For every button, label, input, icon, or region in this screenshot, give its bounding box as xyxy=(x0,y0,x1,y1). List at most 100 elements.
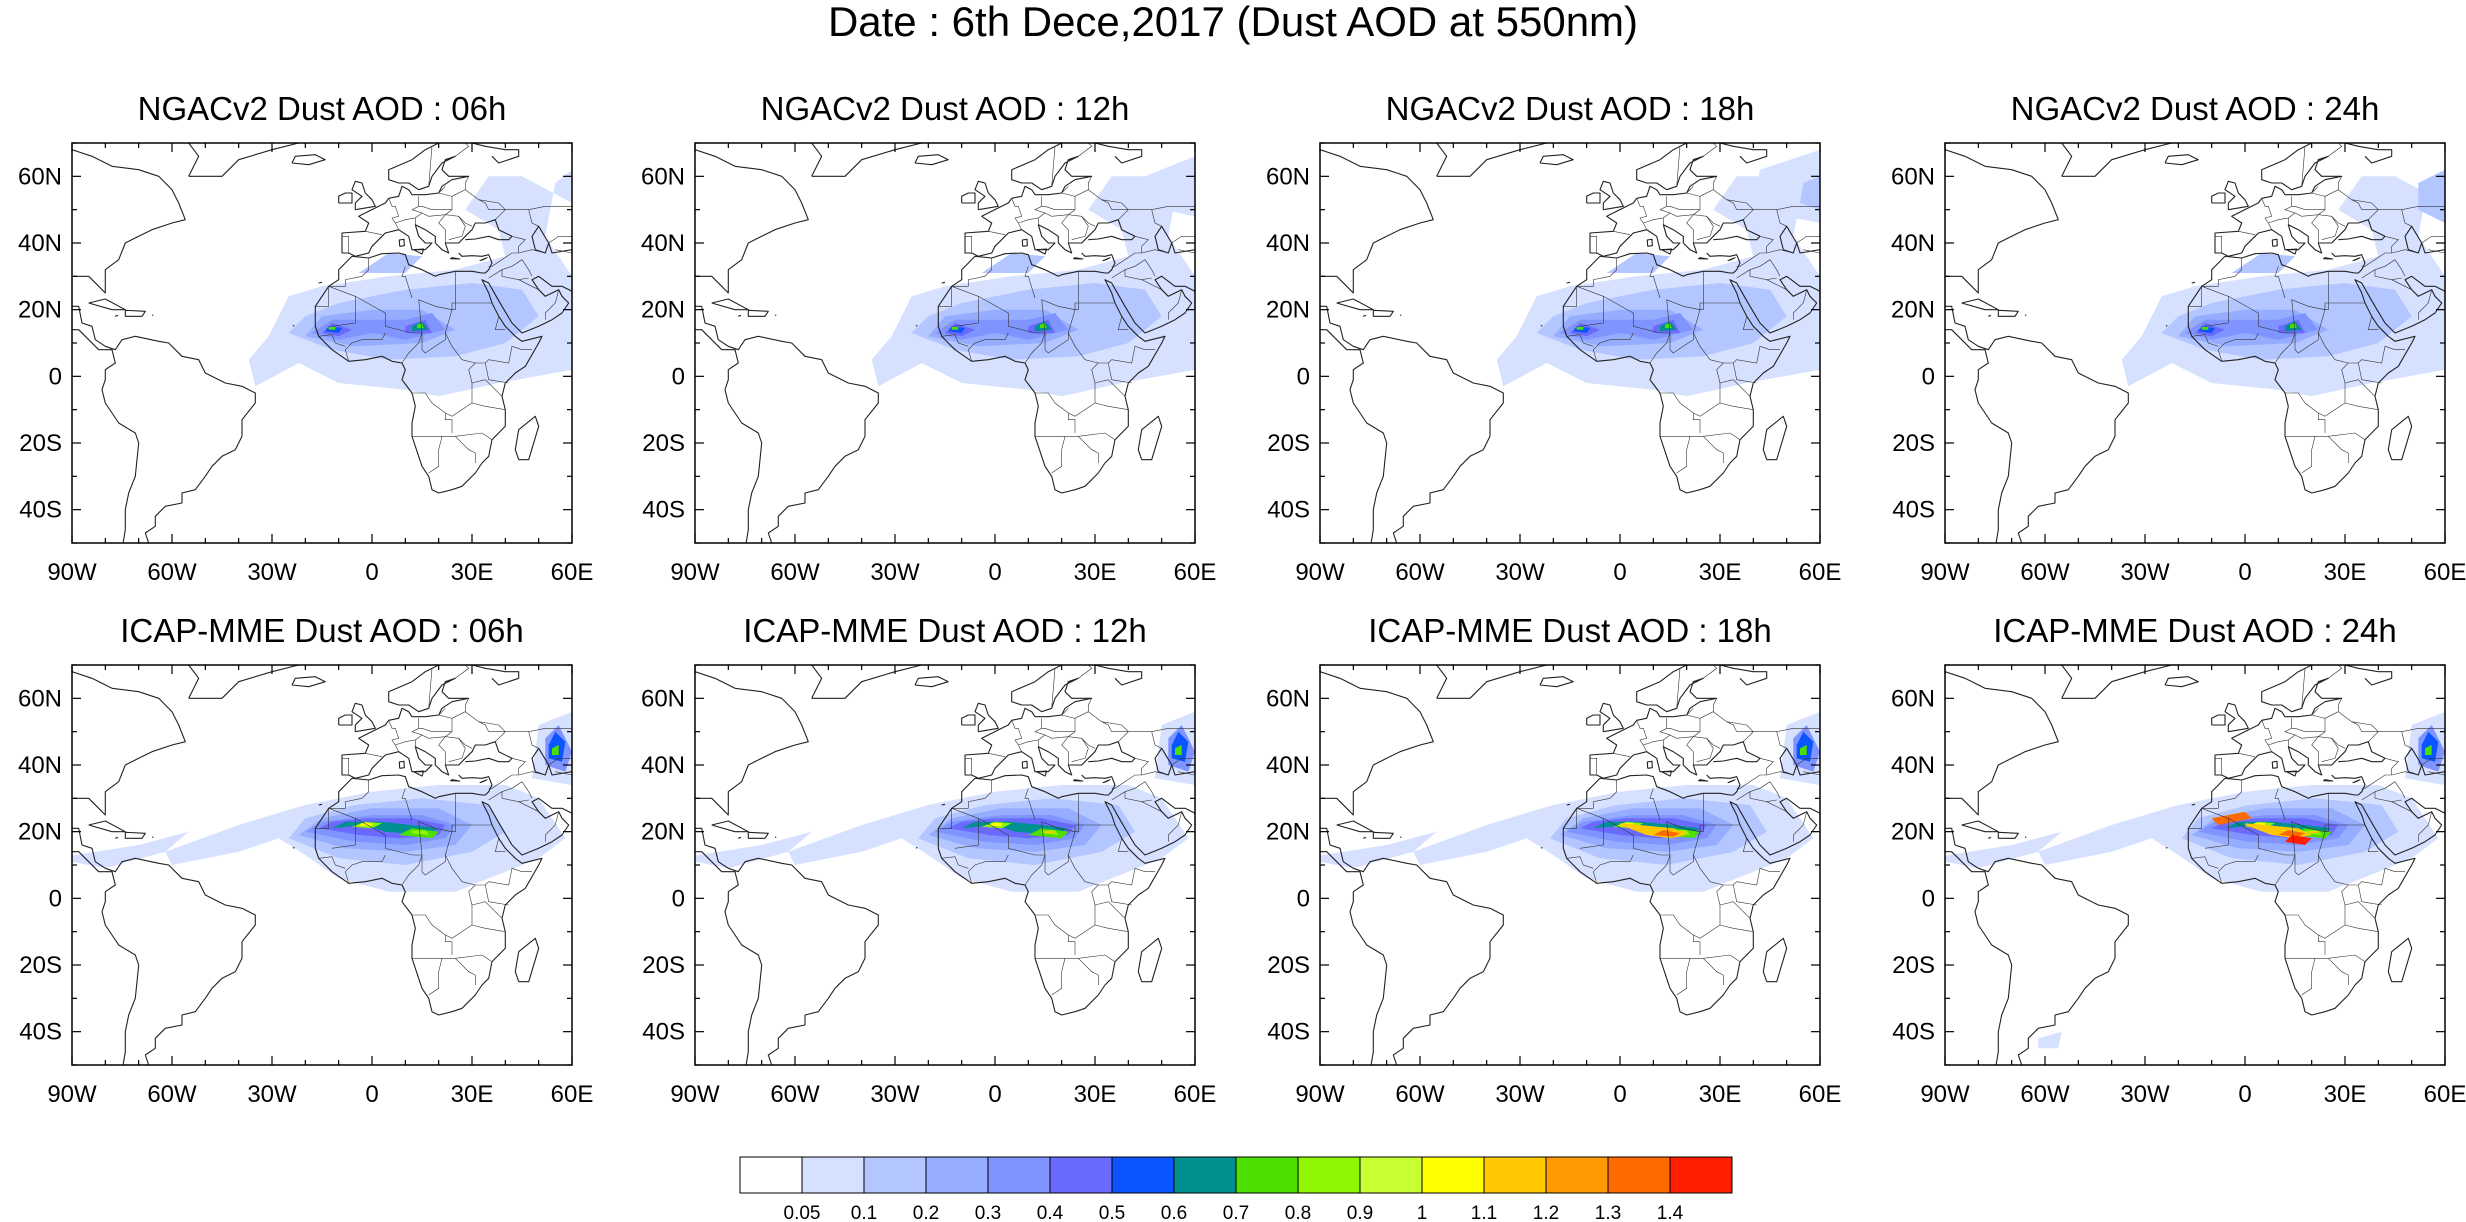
dust-aod-field xyxy=(1320,831,1437,869)
country-border xyxy=(1141,279,1162,290)
dust-aod-field xyxy=(2285,835,2312,845)
country-border xyxy=(451,176,469,197)
country-border xyxy=(355,818,492,856)
coastline xyxy=(1713,235,1761,241)
country-border xyxy=(2238,231,2256,235)
coastline xyxy=(72,827,256,1065)
dust-aod-field xyxy=(1040,323,1047,328)
coastline xyxy=(695,665,809,816)
coastline xyxy=(2164,154,2199,166)
country-border xyxy=(465,189,506,220)
coastline xyxy=(915,324,918,327)
country-border xyxy=(491,824,506,852)
country-border xyxy=(438,186,446,194)
colorbar-swatch xyxy=(801,1156,865,1194)
country-border xyxy=(412,954,493,962)
country-border xyxy=(518,279,539,290)
country-border xyxy=(1699,698,1717,719)
coastline xyxy=(115,836,119,839)
country-border xyxy=(318,334,346,347)
colorbar-label: 0.3 xyxy=(975,1203,1001,1222)
map-panel-icap-06: 60N 40N 20N 0 20S 40S 90W 60W 30W 0 30E 60E xyxy=(18,664,593,1108)
coastline xyxy=(291,154,326,166)
country-border xyxy=(2384,758,2399,775)
coastline xyxy=(1599,252,1731,277)
country-border xyxy=(2274,854,2296,886)
country-border xyxy=(1141,249,1169,254)
coastline xyxy=(738,314,742,317)
coastline xyxy=(458,252,493,274)
country-border xyxy=(1699,176,1717,197)
coastline xyxy=(2387,937,2413,983)
country-border xyxy=(1035,884,1099,939)
country-border xyxy=(1669,855,1694,876)
country-border xyxy=(978,296,1115,334)
coastline xyxy=(450,257,461,260)
lat-tick-label: 40S xyxy=(1267,1019,1310,1046)
coastline xyxy=(1102,257,1111,262)
country-border xyxy=(1736,791,1777,803)
country-border xyxy=(1151,727,1195,732)
coastline xyxy=(514,937,540,983)
country-border xyxy=(2421,236,2445,244)
country-border xyxy=(2261,198,2272,217)
country-border xyxy=(1088,711,1129,742)
coastline xyxy=(1081,252,1116,274)
country-border xyxy=(978,818,1115,856)
dust-aod-field xyxy=(2308,831,2319,834)
country-border xyxy=(511,236,526,253)
country-border xyxy=(2351,199,2379,210)
lat-tick-label: 40N xyxy=(1891,752,1935,779)
country-border xyxy=(391,738,399,752)
country-border xyxy=(938,780,993,829)
country-border xyxy=(555,249,572,262)
coastline xyxy=(1436,665,1548,699)
coastline xyxy=(974,180,999,211)
coastline xyxy=(1372,831,1394,839)
coastline xyxy=(188,665,300,699)
coastline xyxy=(351,702,376,733)
country-border xyxy=(1114,302,1129,330)
country-border xyxy=(1055,714,1076,732)
country-border xyxy=(1563,780,1618,829)
country-border xyxy=(1686,186,1694,194)
colorbar-label: 0.4 xyxy=(1037,1203,1064,1222)
lon-tick-label: 30E xyxy=(1699,559,1742,586)
coastline xyxy=(961,714,976,726)
country-border xyxy=(478,721,506,732)
country-border xyxy=(365,231,383,235)
coastline xyxy=(941,281,946,284)
coastline xyxy=(318,281,323,284)
lat-tick-label: 0 xyxy=(672,363,685,390)
coastline xyxy=(2344,665,2393,686)
coastline xyxy=(1719,143,1768,164)
coastline xyxy=(747,309,769,317)
country-border xyxy=(471,379,503,397)
colorbar-swatch xyxy=(925,1156,989,1194)
coastline xyxy=(398,238,405,247)
country-border xyxy=(1094,402,1129,410)
country-border xyxy=(455,436,476,463)
country-border xyxy=(1011,198,1022,217)
country-border xyxy=(412,432,493,440)
country-border xyxy=(2321,738,2339,762)
country-border xyxy=(1660,884,1724,939)
coastline xyxy=(1961,298,1999,311)
country-border xyxy=(1590,236,1598,253)
country-border xyxy=(1613,231,1631,235)
lon-tick-label: 60W xyxy=(2020,1081,2070,1108)
country-border xyxy=(1071,738,1089,762)
coastline xyxy=(914,676,949,688)
dust-aod-field xyxy=(2425,745,2432,755)
lon-tick-label: 0 xyxy=(2238,1081,2251,1108)
country-border xyxy=(1178,771,1195,784)
country-border xyxy=(1044,855,1069,876)
country-border xyxy=(2328,436,2349,463)
country-border xyxy=(1074,176,1092,197)
lat-tick-label: 20N xyxy=(1266,819,1310,846)
country-border xyxy=(1660,954,1741,962)
country-border xyxy=(2378,209,2412,227)
country-border xyxy=(1051,665,1062,709)
country-border xyxy=(1719,924,1754,932)
lat-tick-label: 20N xyxy=(641,819,685,846)
